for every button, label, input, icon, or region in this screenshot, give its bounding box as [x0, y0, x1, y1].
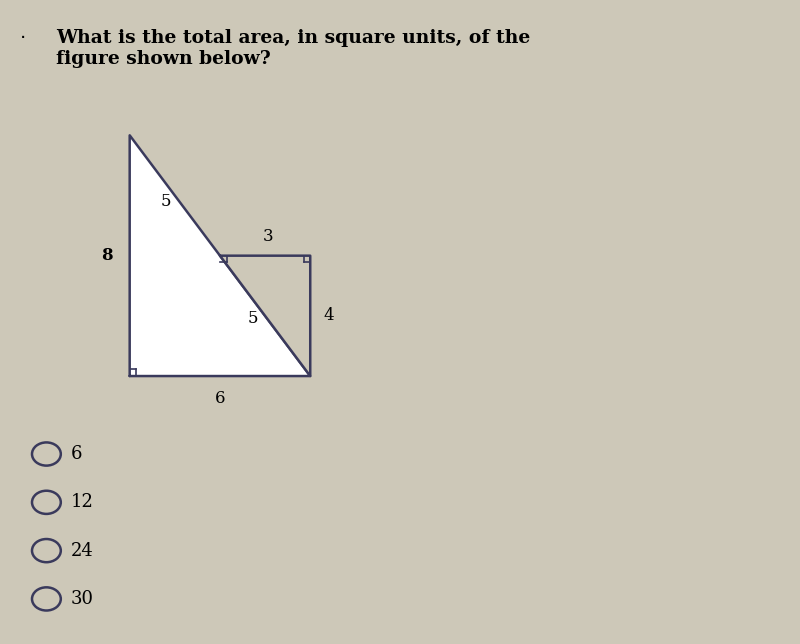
Text: 4: 4 — [324, 307, 334, 325]
Text: 5: 5 — [248, 310, 258, 327]
Text: 12: 12 — [70, 493, 94, 511]
Text: What is the total area, in square units, of the
figure shown below?: What is the total area, in square units,… — [56, 29, 530, 68]
Text: 6: 6 — [214, 390, 226, 406]
Text: 6: 6 — [70, 445, 82, 463]
Text: 30: 30 — [70, 590, 94, 608]
Text: 8: 8 — [102, 247, 113, 264]
Text: .: . — [20, 23, 26, 42]
Polygon shape — [130, 135, 310, 376]
Text: 3: 3 — [262, 228, 274, 245]
Text: 5: 5 — [161, 193, 171, 210]
Text: 24: 24 — [70, 542, 93, 560]
Polygon shape — [220, 256, 310, 376]
